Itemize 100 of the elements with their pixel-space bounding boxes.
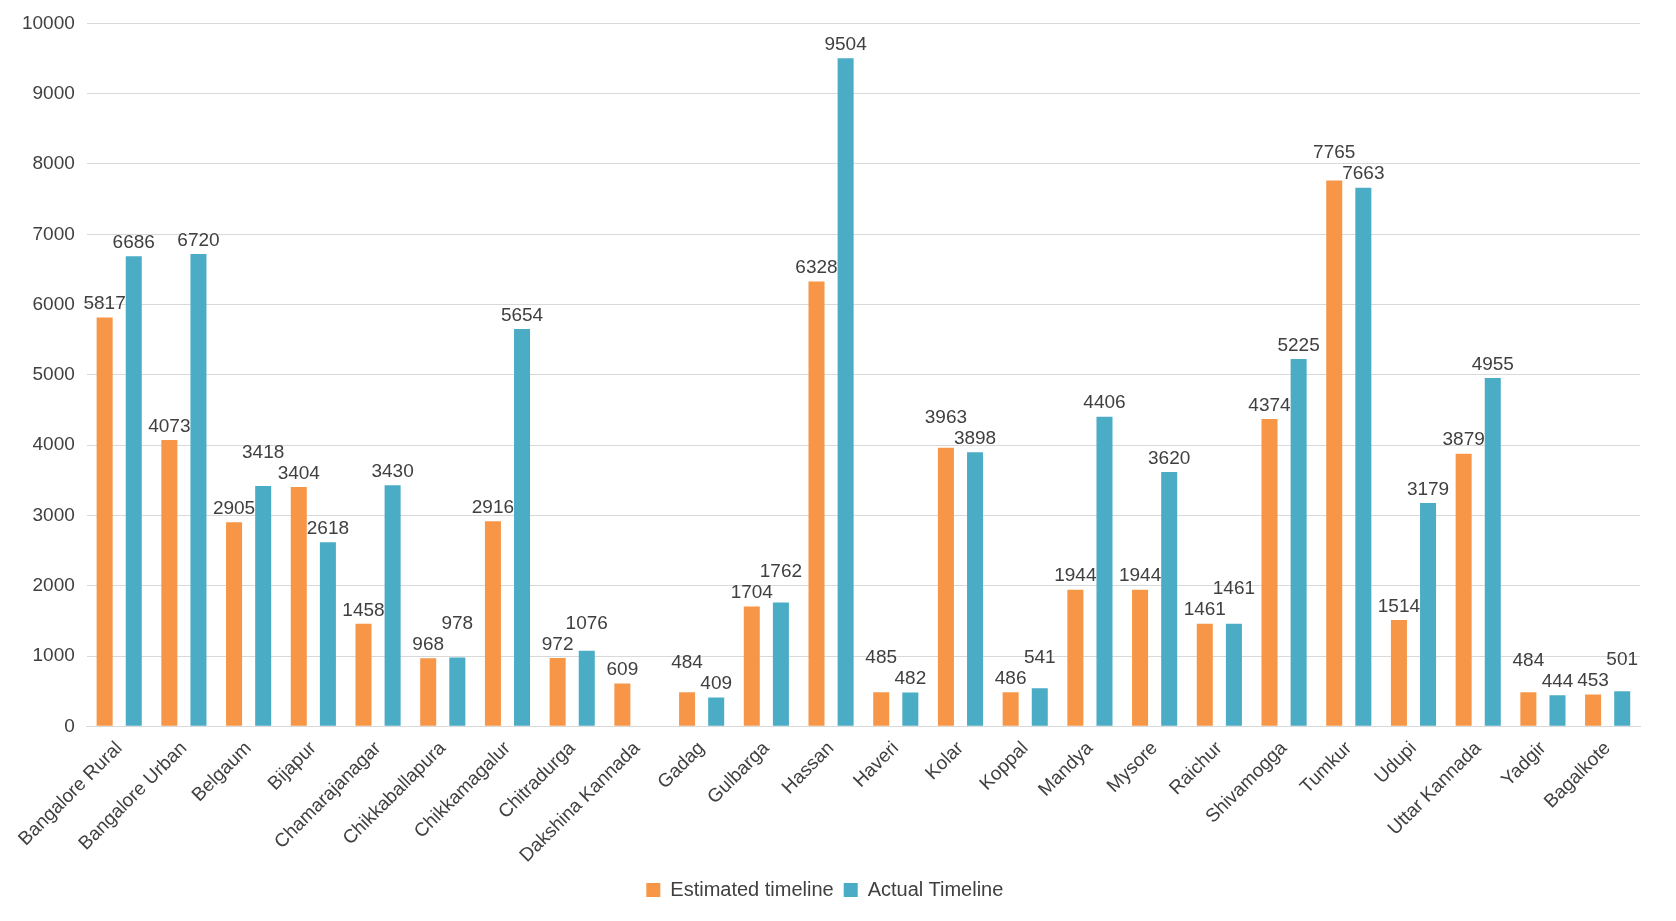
data-label: 5817 [83,292,126,314]
data-label: 1461 [1212,577,1256,599]
data-label: 1461 [1183,598,1226,620]
bar [1355,187,1372,726]
y-tick-label: 5000 [32,363,75,385]
bar [1196,623,1213,726]
y-tick-label: 10000 [21,11,75,33]
bar [1585,694,1602,726]
data-label: 609 [606,658,639,680]
bar [319,542,336,726]
data-label: 409 [700,672,733,694]
bar [1031,688,1048,726]
bar [1067,589,1084,726]
legend-label: Actual Timeline [867,877,1004,900]
data-label: 7765 [1313,141,1356,163]
bar [161,440,178,726]
bar [484,521,501,726]
data-label: 3418 [242,440,285,462]
data-label: 3620 [1148,446,1191,468]
bar [290,487,307,726]
bar [614,683,631,726]
data-label: 5225 [1277,333,1320,355]
data-label: 968 [412,633,445,655]
y-tick-label: 1000 [32,644,75,666]
y-tick-label: 8000 [32,152,75,174]
bar [1290,359,1307,726]
data-label: 4073 [148,414,191,436]
bar [226,522,243,726]
data-label: 484 [671,651,704,673]
y-tick-label: 3000 [32,503,75,525]
y-tick-label: 0 [64,714,75,736]
bar [449,657,466,726]
bar [96,317,113,726]
y-tick-label: 2000 [32,573,75,595]
y-tick-label: 9000 [32,81,75,103]
bar [255,486,272,726]
bar [420,658,437,726]
bar [384,485,401,726]
bar [1549,695,1566,726]
y-tick-label: 4000 [32,433,75,455]
data-label: 9504 [824,33,868,54]
data-label: 2916 [471,496,515,518]
bar [1161,471,1178,726]
bar [1484,378,1501,726]
bar [808,281,825,726]
bar [937,447,954,726]
bar [1614,691,1631,726]
bar [873,692,890,726]
data-label: 972 [541,632,574,654]
data-label: 3879 [1442,428,1485,450]
data-label: 541 [1023,645,1056,667]
bar [1455,453,1472,726]
data-label: 1514 [1377,594,1421,616]
y-tick-label: 6000 [32,292,75,314]
data-label: 1458 [342,598,385,620]
y-tick-label: 7000 [32,222,75,244]
data-label: 6686 [112,231,155,253]
bar [708,697,725,726]
bar [679,692,696,726]
data-label: 7663 [1342,162,1385,184]
data-label: 1944 [1054,564,1097,586]
bar [1420,502,1437,726]
data-label: 444 [1541,669,1574,691]
bar [1002,692,1019,726]
data-label: 3179 [1406,477,1450,499]
data-label: 4374 [1248,393,1292,415]
bar [1132,589,1149,726]
bar [743,606,760,726]
bar [1326,180,1343,726]
data-label: 453 [1577,669,1609,691]
data-label: 501 [1606,648,1639,670]
data-label: 485 [865,646,898,668]
bar [1390,619,1407,726]
bar [772,602,789,726]
bar [1520,692,1537,726]
bar [514,328,531,726]
data-label: 1944 [1118,564,1162,586]
bar [1096,416,1113,726]
data-label: 2618 [306,517,350,539]
bar [190,253,207,726]
data-label: 6720 [177,228,220,250]
bar [902,692,919,726]
legend-label: Estimated timeline [670,877,834,900]
data-label: 1704 [730,581,774,603]
data-label: 3963 [924,406,968,428]
data-label: 3430 [371,459,414,481]
bar [125,256,142,726]
data-label: 2905 [212,496,256,518]
data-label: 482 [894,667,927,689]
bar [967,452,984,726]
bar [549,658,566,726]
data-label: 4406 [1083,391,1126,413]
bar [1225,623,1242,726]
bar [578,650,595,726]
data-label: 1076 [565,611,608,633]
data-label: 3404 [277,461,321,483]
bar [837,58,854,726]
data-label: 1762 [759,560,803,582]
data-label: 5654 [500,303,544,325]
bar [1261,418,1278,726]
